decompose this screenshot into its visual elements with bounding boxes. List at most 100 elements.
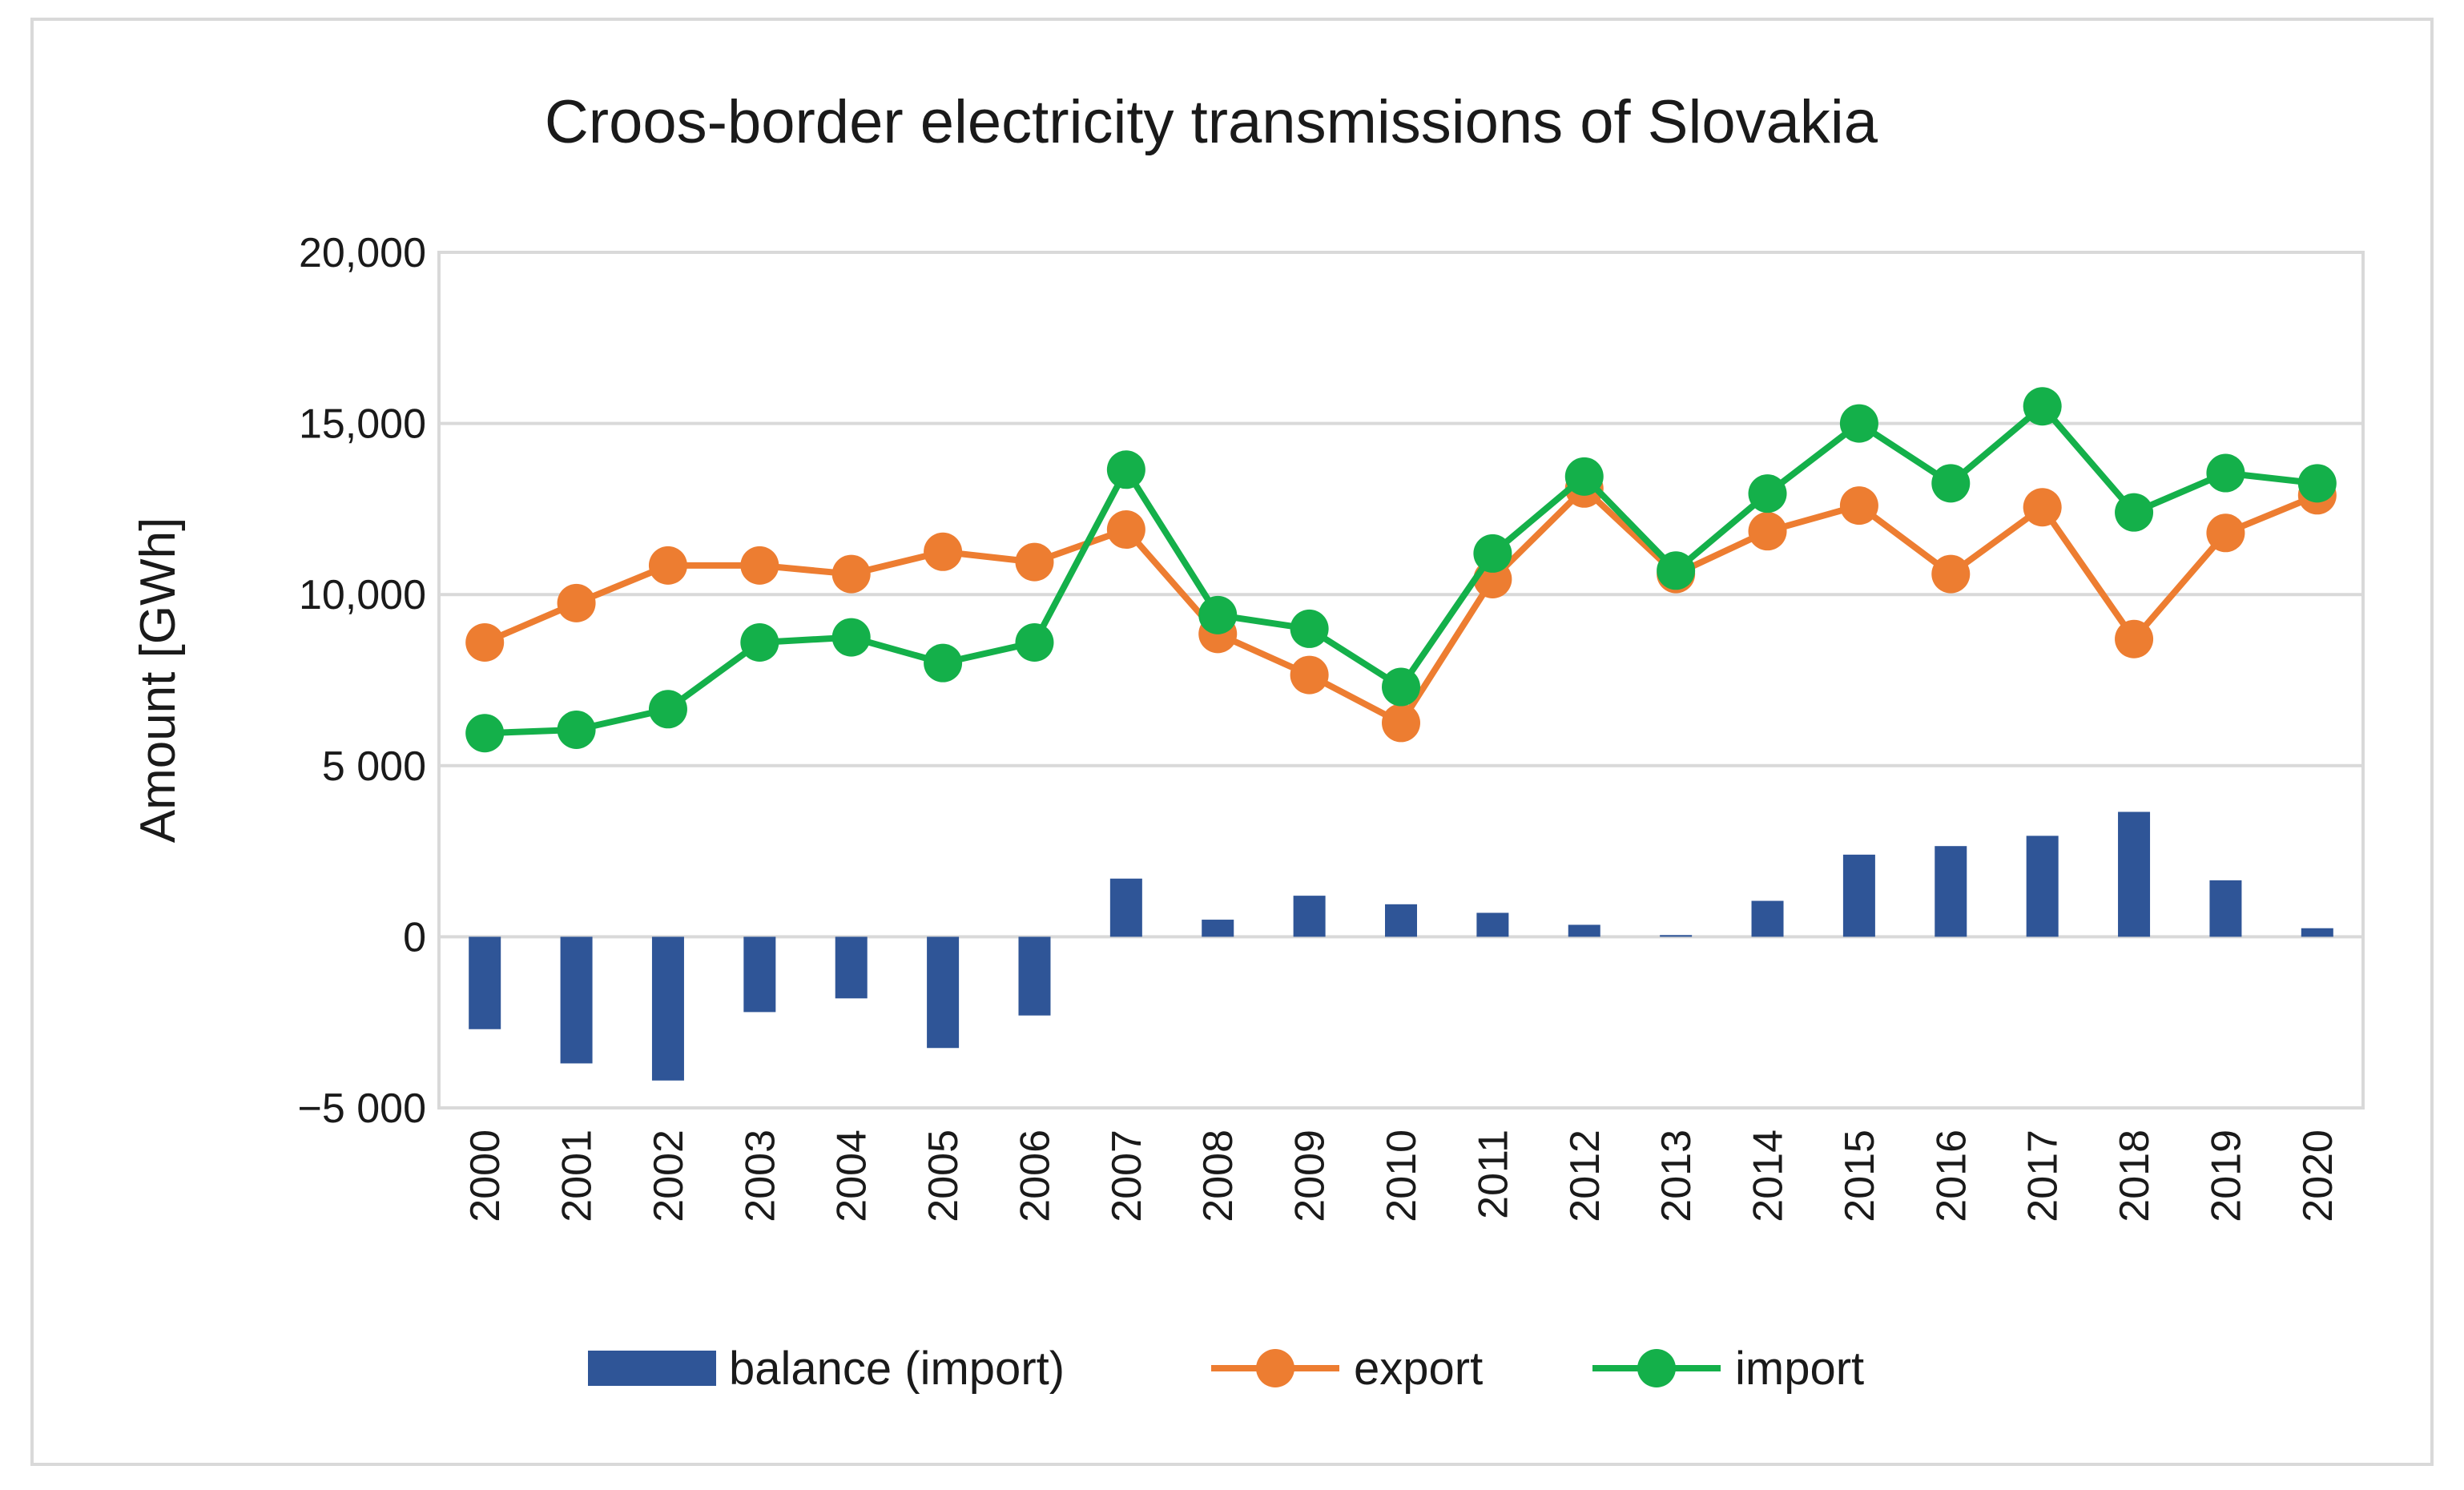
point-export xyxy=(557,583,596,622)
point-import xyxy=(924,643,963,683)
x-tick-label: 2009 xyxy=(1287,1130,1334,1222)
point-import xyxy=(740,623,779,662)
x-tick-label: 2001 xyxy=(554,1130,601,1222)
chart-frame xyxy=(30,18,2434,1466)
point-export xyxy=(2023,488,2062,527)
point-import xyxy=(831,618,871,657)
legend-label-import: import xyxy=(1735,1343,1864,1395)
point-import xyxy=(1931,464,1971,503)
x-tick-label: 2017 xyxy=(2020,1130,2067,1222)
legend-swatch-export-marker xyxy=(1256,1349,1294,1387)
point-export xyxy=(2206,513,2245,553)
y-tick-label: −5 000 xyxy=(298,1085,427,1132)
point-import xyxy=(1839,404,1878,443)
bar-balance xyxy=(651,936,684,1081)
legend-swatch-import-marker xyxy=(1637,1349,1676,1387)
x-tick-label: 2011 xyxy=(1470,1130,1516,1219)
point-import xyxy=(1106,450,1145,489)
bar-balance xyxy=(2026,836,2059,937)
bar-balance xyxy=(2118,811,2151,937)
bar-balance xyxy=(1751,900,1784,937)
point-export xyxy=(1839,486,1878,526)
x-tick-label: 2006 xyxy=(1012,1130,1058,1222)
point-import xyxy=(1657,551,1696,590)
point-export xyxy=(740,546,779,585)
y-tick-label: 10,000 xyxy=(299,572,426,618)
x-tick-label: 2002 xyxy=(646,1130,692,1222)
point-import xyxy=(2297,464,2337,503)
point-import xyxy=(1290,609,1329,648)
point-export xyxy=(1106,510,1145,550)
x-tick-label: 2010 xyxy=(1379,1130,1425,1222)
plot-area-border xyxy=(437,251,2365,1109)
bar-balance xyxy=(1385,904,1417,937)
bar-balance xyxy=(1476,912,1509,937)
x-axis: 2000 2001 2002 2003 2004 2005 2006 2007 2008 2009… xyxy=(462,1130,2341,1222)
bar-balance xyxy=(2209,880,2242,937)
point-import xyxy=(648,690,687,729)
bar-balance xyxy=(1202,920,1234,937)
bar-balance xyxy=(927,936,960,1049)
point-export xyxy=(831,554,871,594)
x-tick-label: 2004 xyxy=(829,1130,876,1222)
bar-balance xyxy=(560,936,593,1064)
point-import xyxy=(1382,667,1420,707)
legend: balance (import) export import xyxy=(588,1343,1864,1395)
bar-series xyxy=(469,811,2333,1081)
point-import xyxy=(1748,474,1787,513)
bar-balance xyxy=(1935,846,1967,937)
bar-balance xyxy=(1842,854,1875,937)
point-import xyxy=(1473,534,1512,573)
legend-label-export: export xyxy=(1354,1343,1483,1395)
point-export xyxy=(1015,542,1054,582)
y-axis: −5 000 0 5 000 10,000 15,000 20,000 xyxy=(298,230,427,1132)
point-import xyxy=(1564,457,1604,496)
bar-balance xyxy=(1018,936,1051,1016)
point-export xyxy=(1931,554,1971,594)
point-import xyxy=(2206,453,2245,493)
x-tick-label: 2008 xyxy=(1195,1130,1242,1222)
point-export xyxy=(1382,703,1420,743)
bar-balance xyxy=(1568,924,1600,937)
x-tick-label: 2007 xyxy=(1104,1130,1150,1222)
point-import xyxy=(465,714,505,753)
y-tick-label: 15,000 xyxy=(299,401,426,448)
x-tick-label: 2012 xyxy=(1562,1130,1608,1222)
point-export xyxy=(648,546,687,585)
bar-balance xyxy=(1660,935,1693,937)
point-import xyxy=(2023,387,2062,426)
bar-balance xyxy=(1293,896,1326,937)
point-export xyxy=(924,532,963,571)
x-tick-label: 2019 xyxy=(2203,1130,2249,1222)
bar-balance xyxy=(743,936,776,1013)
x-tick-label: 2000 xyxy=(462,1130,509,1222)
point-export xyxy=(465,623,505,662)
y-axis-label: Amount [GWh] xyxy=(131,517,186,844)
x-tick-label: 2016 xyxy=(1928,1130,1975,1222)
point-import xyxy=(2115,493,2154,532)
bar-balance xyxy=(2301,928,2333,937)
x-tick-label: 2018 xyxy=(2112,1130,2158,1222)
x-tick-label: 2013 xyxy=(1653,1130,1700,1222)
point-export xyxy=(1290,655,1329,695)
x-tick-label: 2005 xyxy=(920,1130,967,1222)
point-export xyxy=(2115,619,2154,658)
y-tick-label: 20,000 xyxy=(299,230,426,276)
bar-balance xyxy=(1109,878,1142,937)
x-tick-label: 2014 xyxy=(1745,1130,1792,1222)
x-tick-label: 2020 xyxy=(2295,1130,2341,1222)
legend-swatch-balance xyxy=(588,1351,716,1386)
legend-label-balance: balance (import) xyxy=(729,1343,1065,1395)
x-tick-label: 2015 xyxy=(1837,1130,1883,1222)
bar-balance xyxy=(469,936,501,1029)
y-tick-label: 5 000 xyxy=(322,743,426,790)
point-import xyxy=(1198,595,1238,634)
point-import xyxy=(557,710,596,749)
bar-balance xyxy=(835,936,868,999)
point-export xyxy=(1748,512,1787,551)
y-tick-label: 0 xyxy=(403,914,426,960)
point-import xyxy=(1015,623,1054,662)
chart-title: Croos-border electricity transmissions o… xyxy=(545,88,1878,156)
x-tick-label: 2003 xyxy=(737,1130,783,1222)
